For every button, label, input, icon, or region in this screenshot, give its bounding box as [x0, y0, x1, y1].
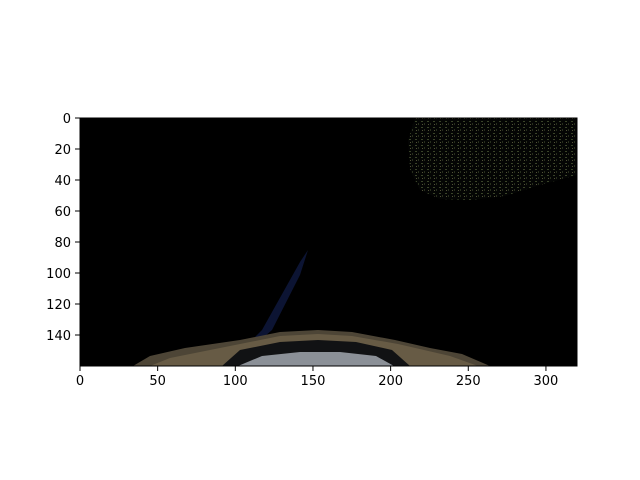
- y-tick-label: 40: [54, 174, 71, 189]
- dark-blue-streak: [252, 250, 308, 342]
- y-tick-label: 80: [54, 236, 71, 251]
- image-area: [80, 118, 577, 366]
- x-tick-label: 300: [534, 374, 559, 389]
- x-tick-label: 0: [76, 374, 84, 389]
- foliage-region: [408, 118, 577, 200]
- x-tick-label: 250: [456, 374, 481, 389]
- axes: 0 50 100 150 200 250 300 0 20 40 60 80 100 120 140: [46, 112, 578, 389]
- y-tick-label: 120: [46, 298, 71, 313]
- plot-frame: [79, 117, 578, 367]
- dashboard-inner: [238, 352, 394, 366]
- x-tick-label: 100: [223, 374, 248, 389]
- x-tick-label: 150: [301, 374, 326, 389]
- y-tick-label: 100: [46, 267, 71, 282]
- x-tick-label: 200: [378, 374, 403, 389]
- y-tick-label: 60: [54, 205, 71, 220]
- y-tick-label: 20: [54, 143, 71, 158]
- y-tick-label: 0: [63, 112, 71, 127]
- x-tick-label: 50: [149, 374, 166, 389]
- y-tick-label: 140: [46, 329, 71, 344]
